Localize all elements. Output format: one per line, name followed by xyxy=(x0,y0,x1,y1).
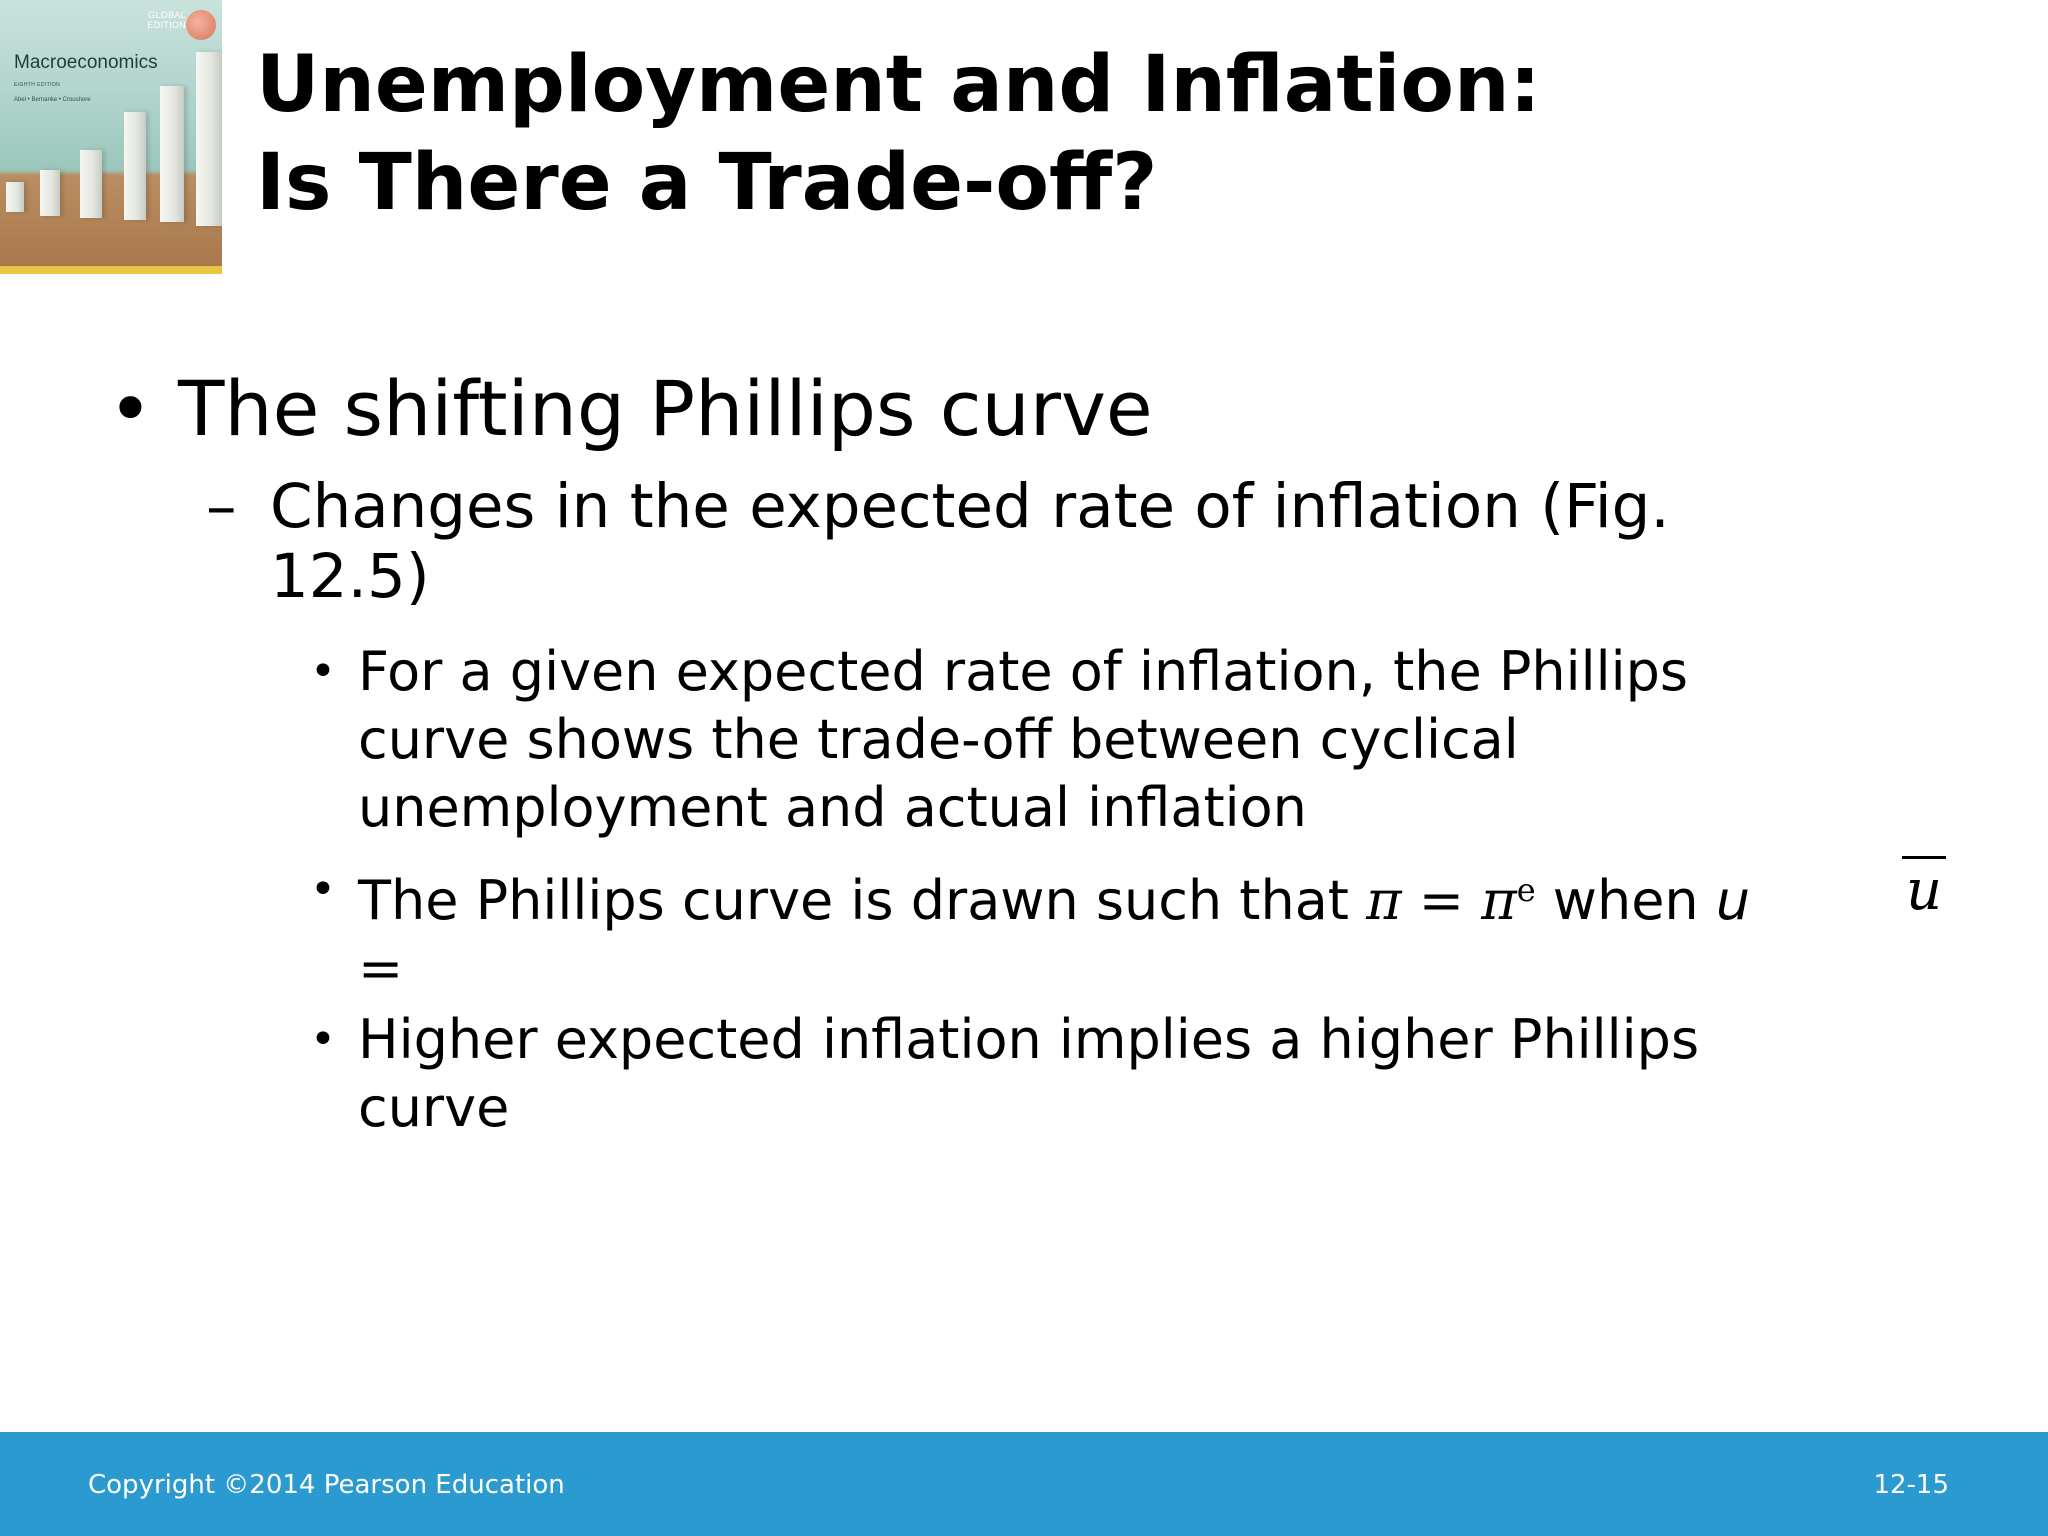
math-equals-wrapped: = xyxy=(358,937,404,1000)
bullet-text: Higher expected inflation implies a high… xyxy=(358,1008,1700,1139)
math-pi: π xyxy=(1366,869,1402,932)
cover-bar-graphic xyxy=(6,182,24,212)
math-equals: = xyxy=(1401,869,1482,932)
cover-bar-graphic xyxy=(160,86,184,222)
bullet-text: For a given expected rate of inflation, … xyxy=(358,640,1689,839)
edition-badge-text: GLOBAL EDITION xyxy=(147,10,186,30)
text-segment: The Phillips curve is drawn such that xyxy=(358,869,1367,932)
natural-unemployment-u-bar: u xyxy=(1902,856,1947,923)
book-authors: Abel • Bernanke • Croushore xyxy=(14,97,91,103)
cover-bar-graphic xyxy=(40,170,60,216)
slide-title-line-1: Unemployment and Inflation: xyxy=(256,40,1541,130)
slide-number: 12-15 xyxy=(1873,1470,1949,1500)
footer-bar: Copyright ©2014 Pearson Education 12-15 xyxy=(0,1432,2048,1536)
book-title: Macroeconomics xyxy=(14,52,158,73)
dash-marker: – xyxy=(206,471,237,542)
slide-title: Unemployment and Inflation: Is There a T… xyxy=(256,36,1956,232)
bullet-text-with-math: The Phillips curve is drawn such that π … xyxy=(358,856,1810,1003)
math-superscript-e: e xyxy=(1516,871,1536,909)
bullet-level-2: – Changes in the expected rate of inflat… xyxy=(206,472,1826,612)
book-edition: EIGHTH EDITION xyxy=(14,82,61,88)
bullet-level-3: • For a given expected rate of inflation… xyxy=(310,638,1810,842)
cover-bottom-band xyxy=(0,266,222,274)
cover-bar-graphic xyxy=(196,52,222,226)
copyright-text: Copyright ©2014 Pearson Education xyxy=(88,1470,565,1500)
book-cover-image: GLOBAL EDITION Macroeconomics EIGHTH EDI… xyxy=(0,0,222,274)
slide-title-line-2: Is There a Trade-off? xyxy=(256,138,1158,228)
bullet-text: Changes in the expected rate of inflatio… xyxy=(270,471,1670,612)
bullet-marker: • xyxy=(310,646,336,697)
text-segment: when xyxy=(1535,869,1716,932)
bullet-marker: • xyxy=(310,864,336,915)
bullet-marker: • xyxy=(108,364,153,453)
bullet-marker: • xyxy=(310,1014,336,1065)
cover-bar-graphic xyxy=(80,150,102,218)
cover-bar-graphic xyxy=(124,112,146,220)
bullet-level-3: • The Phillips curve is drawn such that … xyxy=(310,856,1810,1003)
edition-badge-icon xyxy=(186,10,216,40)
variable-u: u xyxy=(1715,869,1751,932)
math-pi-e: π xyxy=(1481,869,1517,932)
bullet-text: The shifting Phillips curve xyxy=(178,364,1153,453)
bullet-level-3: • Higher expected inflation implies a hi… xyxy=(310,1006,1810,1142)
